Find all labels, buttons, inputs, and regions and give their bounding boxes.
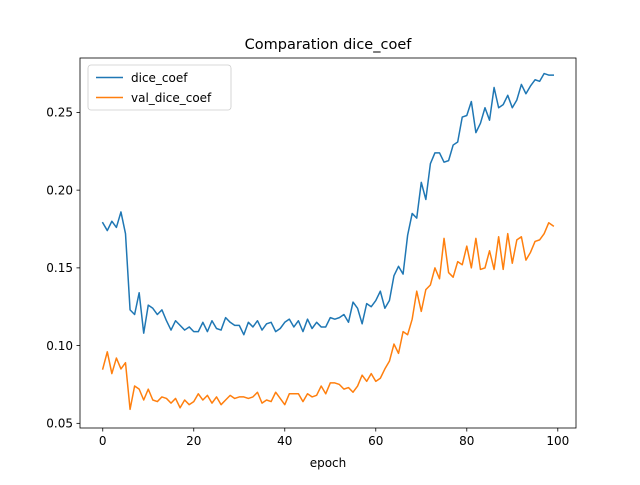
y-tick-label: 0.05 [46,417,73,431]
series-line-dice-coef [101,72,554,336]
x-tick-label: 40 [277,434,292,448]
series-line-val-dice-coef [101,222,555,411]
y-axis: 0.05 0.10 0.15 0.20 0.25 [46,106,80,431]
series-layer [101,72,555,411]
y-tick-label: 0.10 [46,339,73,353]
plot-frame [79,57,577,429]
x-tick-label: 0 [99,434,107,448]
x-tick-label: 80 [459,434,474,448]
x-axis: 0 20 40 60 80 100 [99,428,569,448]
legend-box [87,64,232,111]
legend: dice_coef val_dice_coef [87,64,232,111]
y-tick-label: 0.20 [46,183,73,197]
x-axis-title: epoch [310,456,347,470]
x-tick-label: 100 [546,434,569,448]
y-tick-label: 0.25 [46,106,73,120]
chart-title: Comparation dice_coef [245,37,413,53]
legend-label: val_dice_coef [131,91,212,105]
y-tick-label: 0.15 [46,261,73,275]
x-tick-label: 20 [186,434,201,448]
legend-label: dice_coef [131,71,188,85]
x-tick-label: 60 [368,434,383,448]
